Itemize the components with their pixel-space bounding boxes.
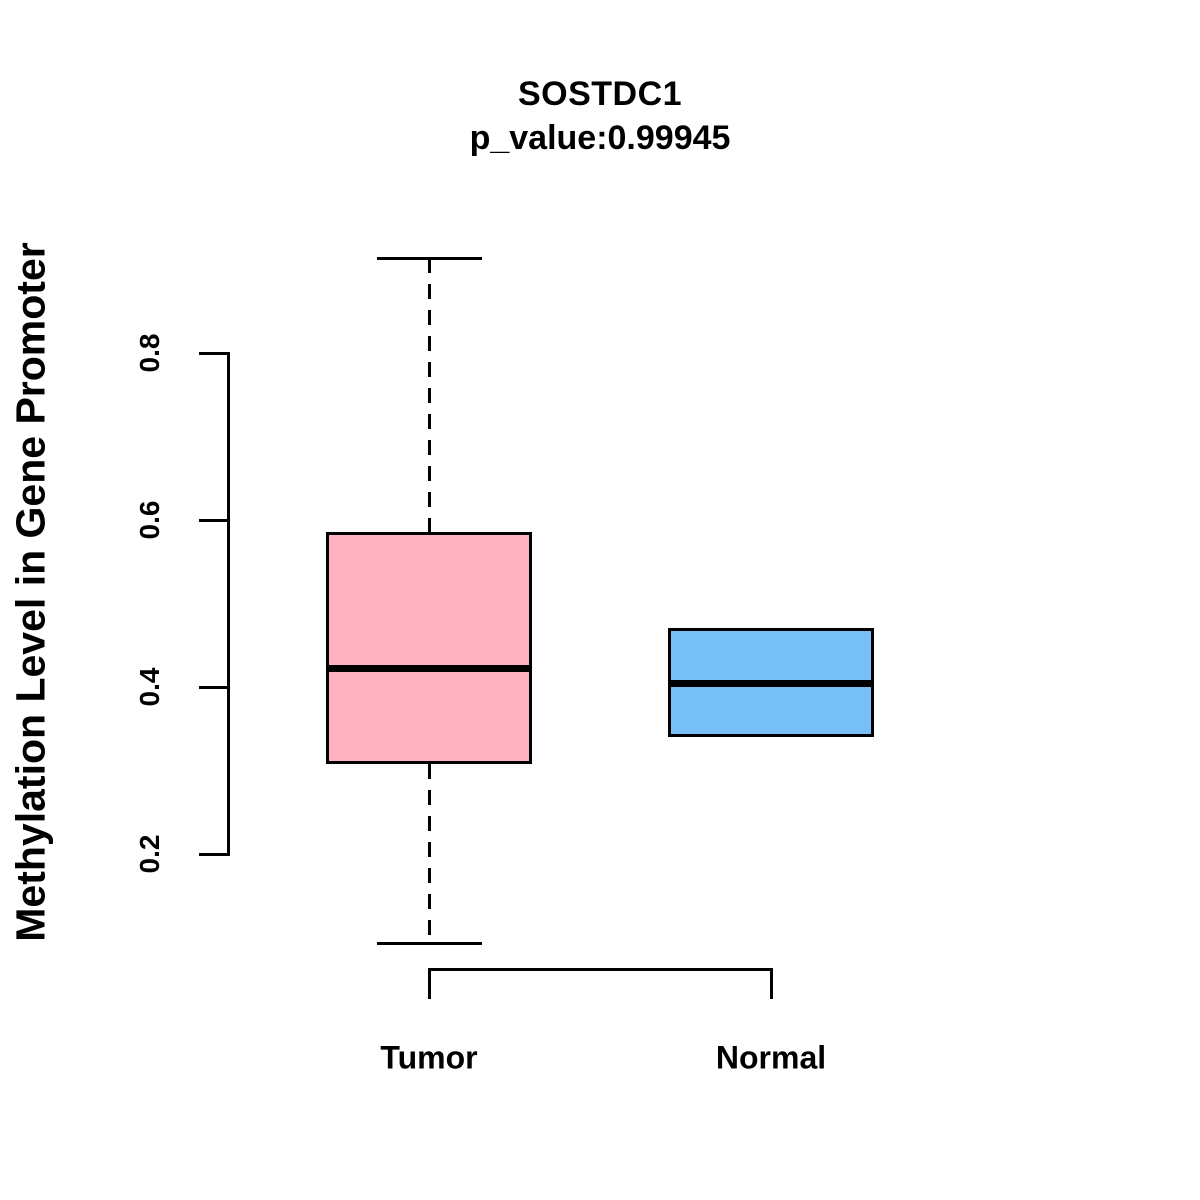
y-tick-label: 0.6 — [134, 500, 165, 540]
lower-whisker-cap — [377, 942, 482, 945]
upper-whisker-line — [428, 258, 431, 532]
x-category-label-tumor: Tumor — [380, 1039, 478, 1076]
y-axis-tick — [199, 853, 227, 856]
median-line-normal — [668, 680, 874, 687]
y-tick-label: 0.8 — [134, 333, 165, 373]
x-category-label-normal: Normal — [715, 1039, 827, 1076]
y-axis-tick — [199, 686, 227, 689]
lower-whisker-line — [428, 764, 431, 943]
x-axis-tick — [428, 968, 431, 999]
box-tumor — [326, 532, 532, 764]
x-axis-line — [428, 968, 773, 971]
chart-title: SOSTDC1 — [517, 75, 683, 113]
median-line-tumor — [326, 665, 532, 672]
title-block: SOSTDC1 p_value:0.99945 — [0, 72, 1200, 160]
y-axis-tick — [199, 352, 227, 355]
y-axis-line — [227, 352, 230, 856]
upper-whisker-cap — [377, 257, 482, 260]
y-axis-tick — [199, 519, 227, 522]
x-axis-tick — [770, 968, 773, 999]
y-tick-label: 0.2 — [134, 834, 165, 874]
y-tick-label: 0.4 — [134, 667, 165, 707]
chart-pvalue-subtitle: p_value:0.99945 — [469, 119, 731, 157]
